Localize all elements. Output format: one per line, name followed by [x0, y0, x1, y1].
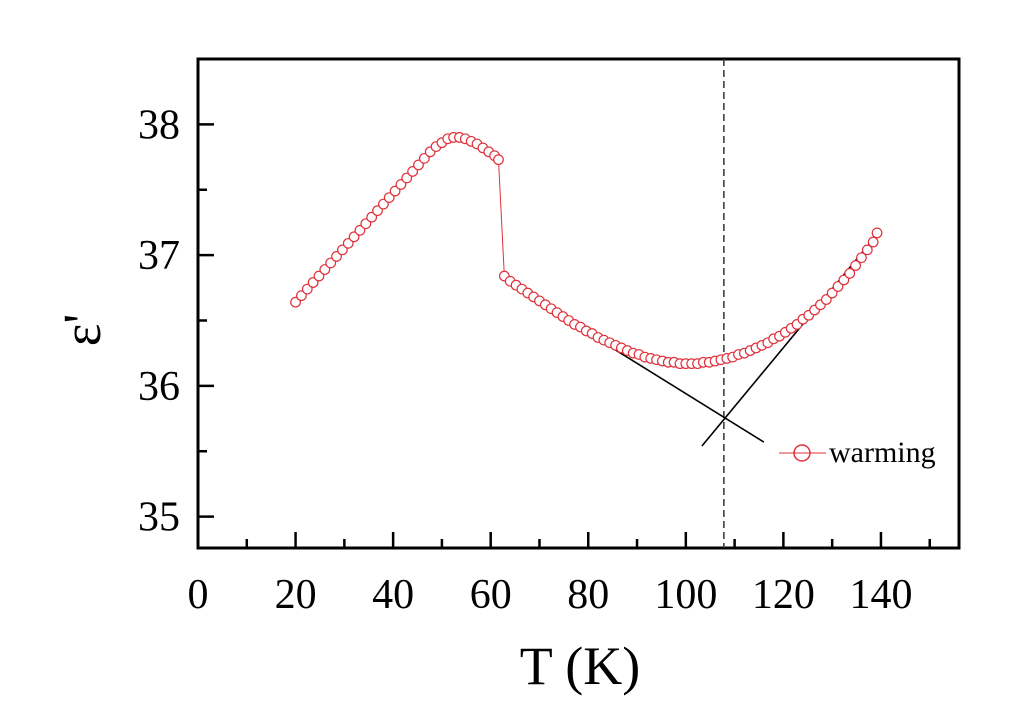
x-axis-ticks	[196, 532, 931, 548]
x-tick-label: 60	[470, 572, 512, 618]
fit-lines	[508, 237, 875, 447]
data-point	[867, 236, 879, 248]
data-points	[290, 132, 883, 370]
x-tick-label: 20	[275, 572, 317, 618]
y-axis-ticks	[198, 123, 214, 518]
y-axis-title: ε'	[52, 314, 112, 346]
x-tick-label: 0	[188, 572, 209, 618]
y-tick-label: 37	[138, 233, 180, 279]
y-tick-label: 38	[138, 102, 180, 148]
x-tick-label: 140	[849, 572, 912, 618]
legend-label: warming	[829, 436, 936, 469]
y-axis-tick-labels: 35 36 37 38	[138, 102, 180, 540]
y-tick-label: 35	[138, 495, 180, 541]
data-point	[861, 244, 873, 256]
data-point	[871, 227, 883, 239]
plot-frame	[196, 57, 961, 550]
data-point	[850, 260, 861, 271]
legend: warming	[779, 436, 936, 469]
x-tick-label: 120	[752, 572, 815, 618]
legend-marker	[793, 444, 811, 462]
x-axis-title: T (K)	[520, 636, 640, 696]
data-point	[493, 154, 504, 166]
x-tick-label: 80	[567, 572, 609, 618]
x-tick-label: 100	[654, 572, 717, 618]
x-tick-label: 40	[372, 572, 414, 618]
data-point	[844, 268, 856, 279]
y-tick-label: 36	[138, 364, 180, 410]
data-point	[856, 252, 867, 264]
x-axis-tick-labels: 0 20 40 60 80 100 120 140	[188, 572, 913, 618]
